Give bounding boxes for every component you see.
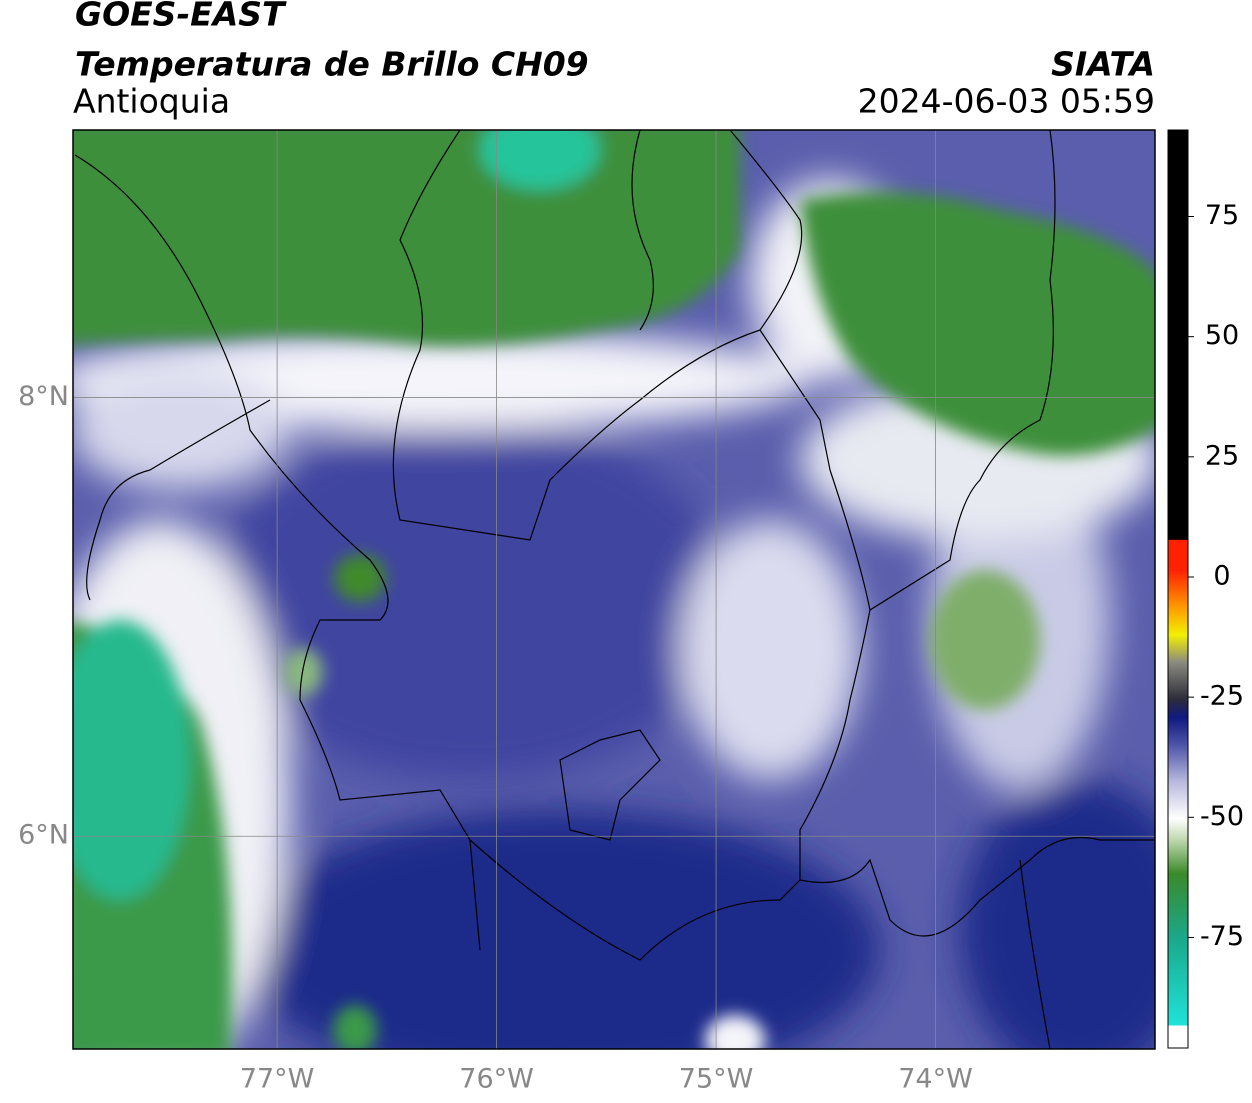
region-label: Antioquia: [73, 82, 230, 121]
colorbar-tick-label: -50: [1200, 801, 1244, 832]
agency-label: SIATA: [1051, 45, 1155, 84]
datetime-label: 2024-06-03 05:59: [858, 82, 1155, 121]
colorbar-tick-label: -25: [1200, 681, 1244, 712]
x-tick-label: 74°W: [898, 1064, 973, 1095]
colorbar-tick-label: 25: [1205, 440, 1239, 471]
colorbar-tick-label: 50: [1205, 320, 1239, 351]
colorbar-tick-label: 0: [1213, 560, 1230, 591]
satellite-image: [73, 130, 1155, 1049]
y-tick-label: 6°N: [18, 820, 69, 851]
product-title: Temperatura de Brillo CH09: [75, 45, 589, 84]
graticule: [73, 130, 1155, 1049]
y-tick-label: 8°N: [18, 381, 69, 412]
satellite-title: GOES-EAST: [75, 0, 287, 34]
colorbar-ramp: [1167, 129, 1189, 1049]
map-frame: [72, 129, 1156, 1050]
colorbar-tick-label: 75: [1205, 200, 1239, 231]
colorbar-tick-label: -75: [1200, 921, 1244, 952]
colorbar: 75 50 25 0 -25 -50 -75: [1167, 129, 1244, 1049]
x-tick-label: 77°W: [240, 1064, 315, 1095]
x-tick-label: 76°W: [459, 1064, 534, 1095]
x-tick-label: 75°W: [679, 1064, 754, 1095]
